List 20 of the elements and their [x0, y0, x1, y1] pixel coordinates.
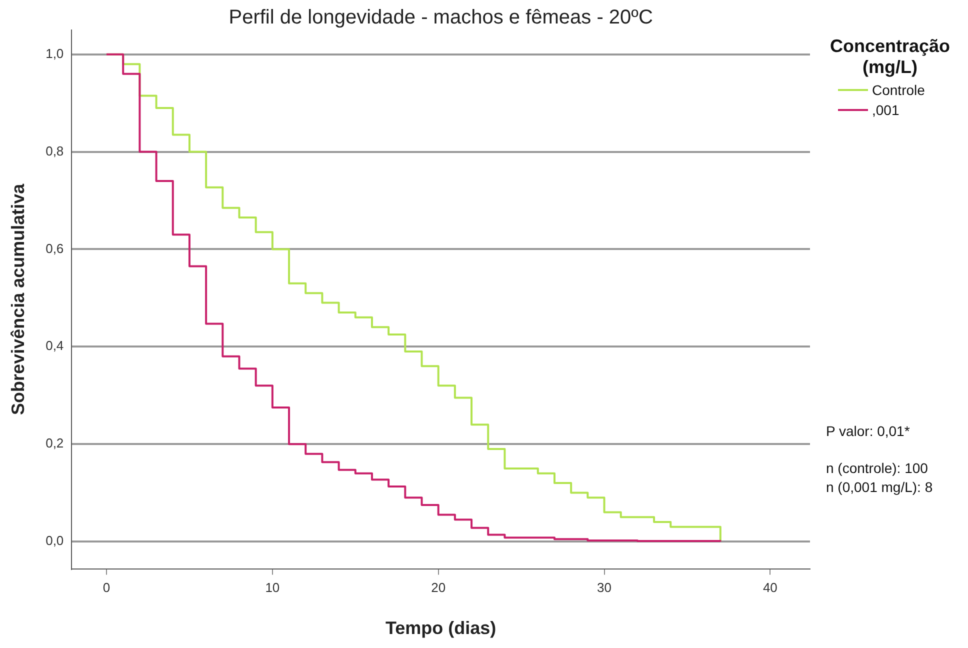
y-tick-label: 0,4: [46, 338, 64, 354]
y-tick-label: 0,0: [46, 533, 64, 548]
chart-title: Perfil de longevidade - machos e fêmeas - 20ºC: [228, 6, 653, 29]
x-axis-title: Tempo (dias): [386, 618, 496, 638]
y-axis-title: Sobrevivência acumulativa: [8, 182, 28, 415]
x-tick-label: 20: [431, 580, 446, 596]
y-tick-label: 0,6: [46, 240, 64, 256]
x-tick-label: 0: [102, 580, 110, 596]
y-tick-label: 1,0: [46, 46, 64, 61]
text: n (0,001 mg/L): 8: [826, 478, 933, 497]
legend-title: Concentração (mg/L): [828, 36, 952, 78]
text: P valor: 0,01*: [826, 422, 911, 441]
x-tick-label: 10: [265, 580, 280, 596]
legend-label: ,001: [872, 102, 900, 118]
y-tick-label: 0,2: [46, 436, 64, 451]
x-tick-label: 30: [597, 580, 612, 596]
x-tick-label: 40: [762, 580, 778, 596]
y-tick-label: 0,8: [46, 143, 64, 158]
legend-label: Controle: [872, 82, 925, 98]
text: n (controle): 100: [826, 459, 929, 478]
